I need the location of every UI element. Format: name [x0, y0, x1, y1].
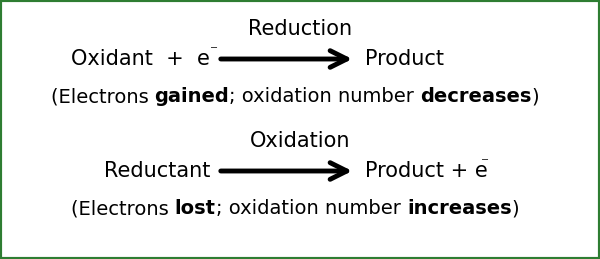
- Text: ; oxidation number: ; oxidation number: [229, 88, 421, 106]
- Text: ; oxidation number: ; oxidation number: [216, 199, 407, 219]
- Text: Oxidation: Oxidation: [250, 131, 350, 151]
- Text: Product + e: Product + e: [365, 161, 488, 181]
- Text: decreases: decreases: [421, 88, 532, 106]
- Text: ): ): [512, 199, 519, 219]
- Text: ⁻: ⁻: [481, 155, 488, 170]
- Text: gained: gained: [155, 88, 229, 106]
- Text: increases: increases: [407, 199, 512, 219]
- Text: Reduction: Reduction: [248, 19, 352, 39]
- Text: ⁻: ⁻: [210, 44, 218, 59]
- Text: Reductant: Reductant: [104, 161, 210, 181]
- Text: (Electrons: (Electrons: [50, 88, 155, 106]
- Text: ): ): [532, 88, 539, 106]
- Text: lost: lost: [175, 199, 216, 219]
- Text: Oxidant  +  e: Oxidant + e: [71, 49, 210, 69]
- Text: Product: Product: [365, 49, 444, 69]
- Text: (Electrons: (Electrons: [71, 199, 175, 219]
